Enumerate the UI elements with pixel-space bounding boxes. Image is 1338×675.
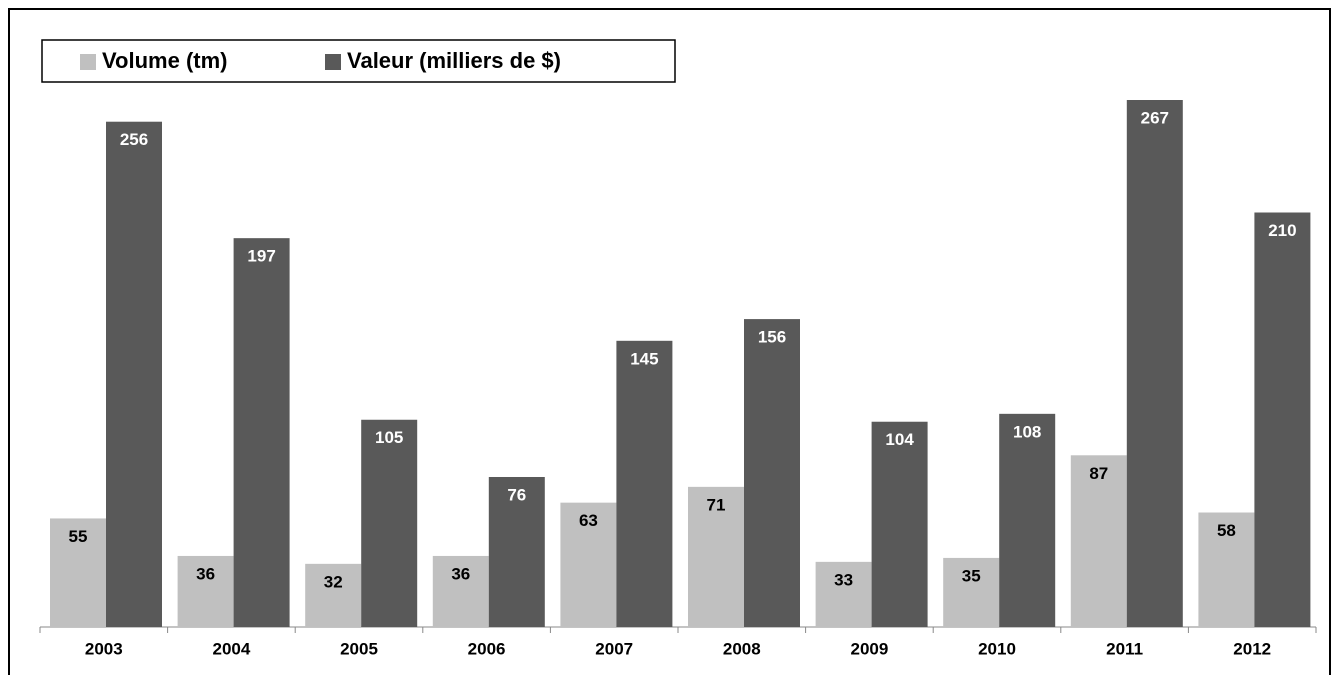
value-label: 36 — [196, 564, 215, 583]
value-label: 35 — [962, 566, 981, 585]
value-label: 33 — [834, 570, 853, 589]
value-label: 156 — [758, 328, 786, 347]
bar — [943, 557, 1000, 627]
value-label: 104 — [885, 430, 914, 449]
x-tick-label: 2011 — [1106, 639, 1143, 658]
bar — [616, 340, 673, 627]
value-label: 210 — [1268, 221, 1296, 240]
bar — [871, 421, 928, 627]
bar — [488, 476, 545, 627]
value-label: 108 — [1013, 422, 1041, 441]
legend-box — [41, 39, 676, 83]
legend-label: Valeur (milliers de $) — [347, 48, 561, 73]
bar — [560, 502, 617, 627]
legend-swatch — [325, 54, 341, 70]
value-label: 63 — [579, 511, 598, 530]
bar — [50, 518, 106, 627]
value-label: 105 — [375, 428, 403, 447]
value-label: 197 — [247, 247, 275, 266]
value-label: 87 — [1089, 464, 1108, 483]
x-tick-label: 2008 — [723, 639, 761, 658]
x-tick-label: 2004 — [212, 639, 250, 658]
bar — [1126, 100, 1183, 627]
bar — [305, 563, 362, 627]
bar — [106, 121, 162, 627]
value-label: 76 — [507, 485, 526, 504]
value-label: 32 — [324, 572, 343, 591]
value-label: 256 — [120, 130, 148, 149]
x-tick-label: 2010 — [978, 639, 1016, 658]
legend-label: Volume (tm) — [102, 48, 227, 73]
bar — [815, 561, 872, 627]
x-tick-label: 2006 — [468, 639, 506, 658]
x-tick-label: 2007 — [595, 639, 633, 658]
bar — [177, 555, 234, 627]
bar — [1070, 455, 1127, 627]
value-label: 267 — [1141, 108, 1169, 127]
bar — [432, 555, 489, 627]
value-label: 145 — [630, 349, 658, 368]
x-tick-label: 2009 — [850, 639, 888, 658]
bar — [361, 419, 418, 627]
value-label: 58 — [1217, 521, 1236, 540]
x-tick-label: 2003 — [85, 639, 123, 658]
value-label: 71 — [707, 495, 726, 514]
bar — [1198, 512, 1255, 627]
bar — [999, 413, 1056, 627]
value-label: 36 — [451, 564, 470, 583]
x-tick-label: 2012 — [1233, 639, 1271, 658]
chart-border — [8, 8, 1331, 675]
value-label: 55 — [69, 527, 88, 546]
bar — [744, 319, 800, 627]
bar — [688, 486, 744, 627]
legend-swatch — [80, 54, 96, 70]
bar — [233, 238, 290, 627]
bar — [1254, 212, 1311, 627]
x-tick-label: 2005 — [340, 639, 378, 658]
